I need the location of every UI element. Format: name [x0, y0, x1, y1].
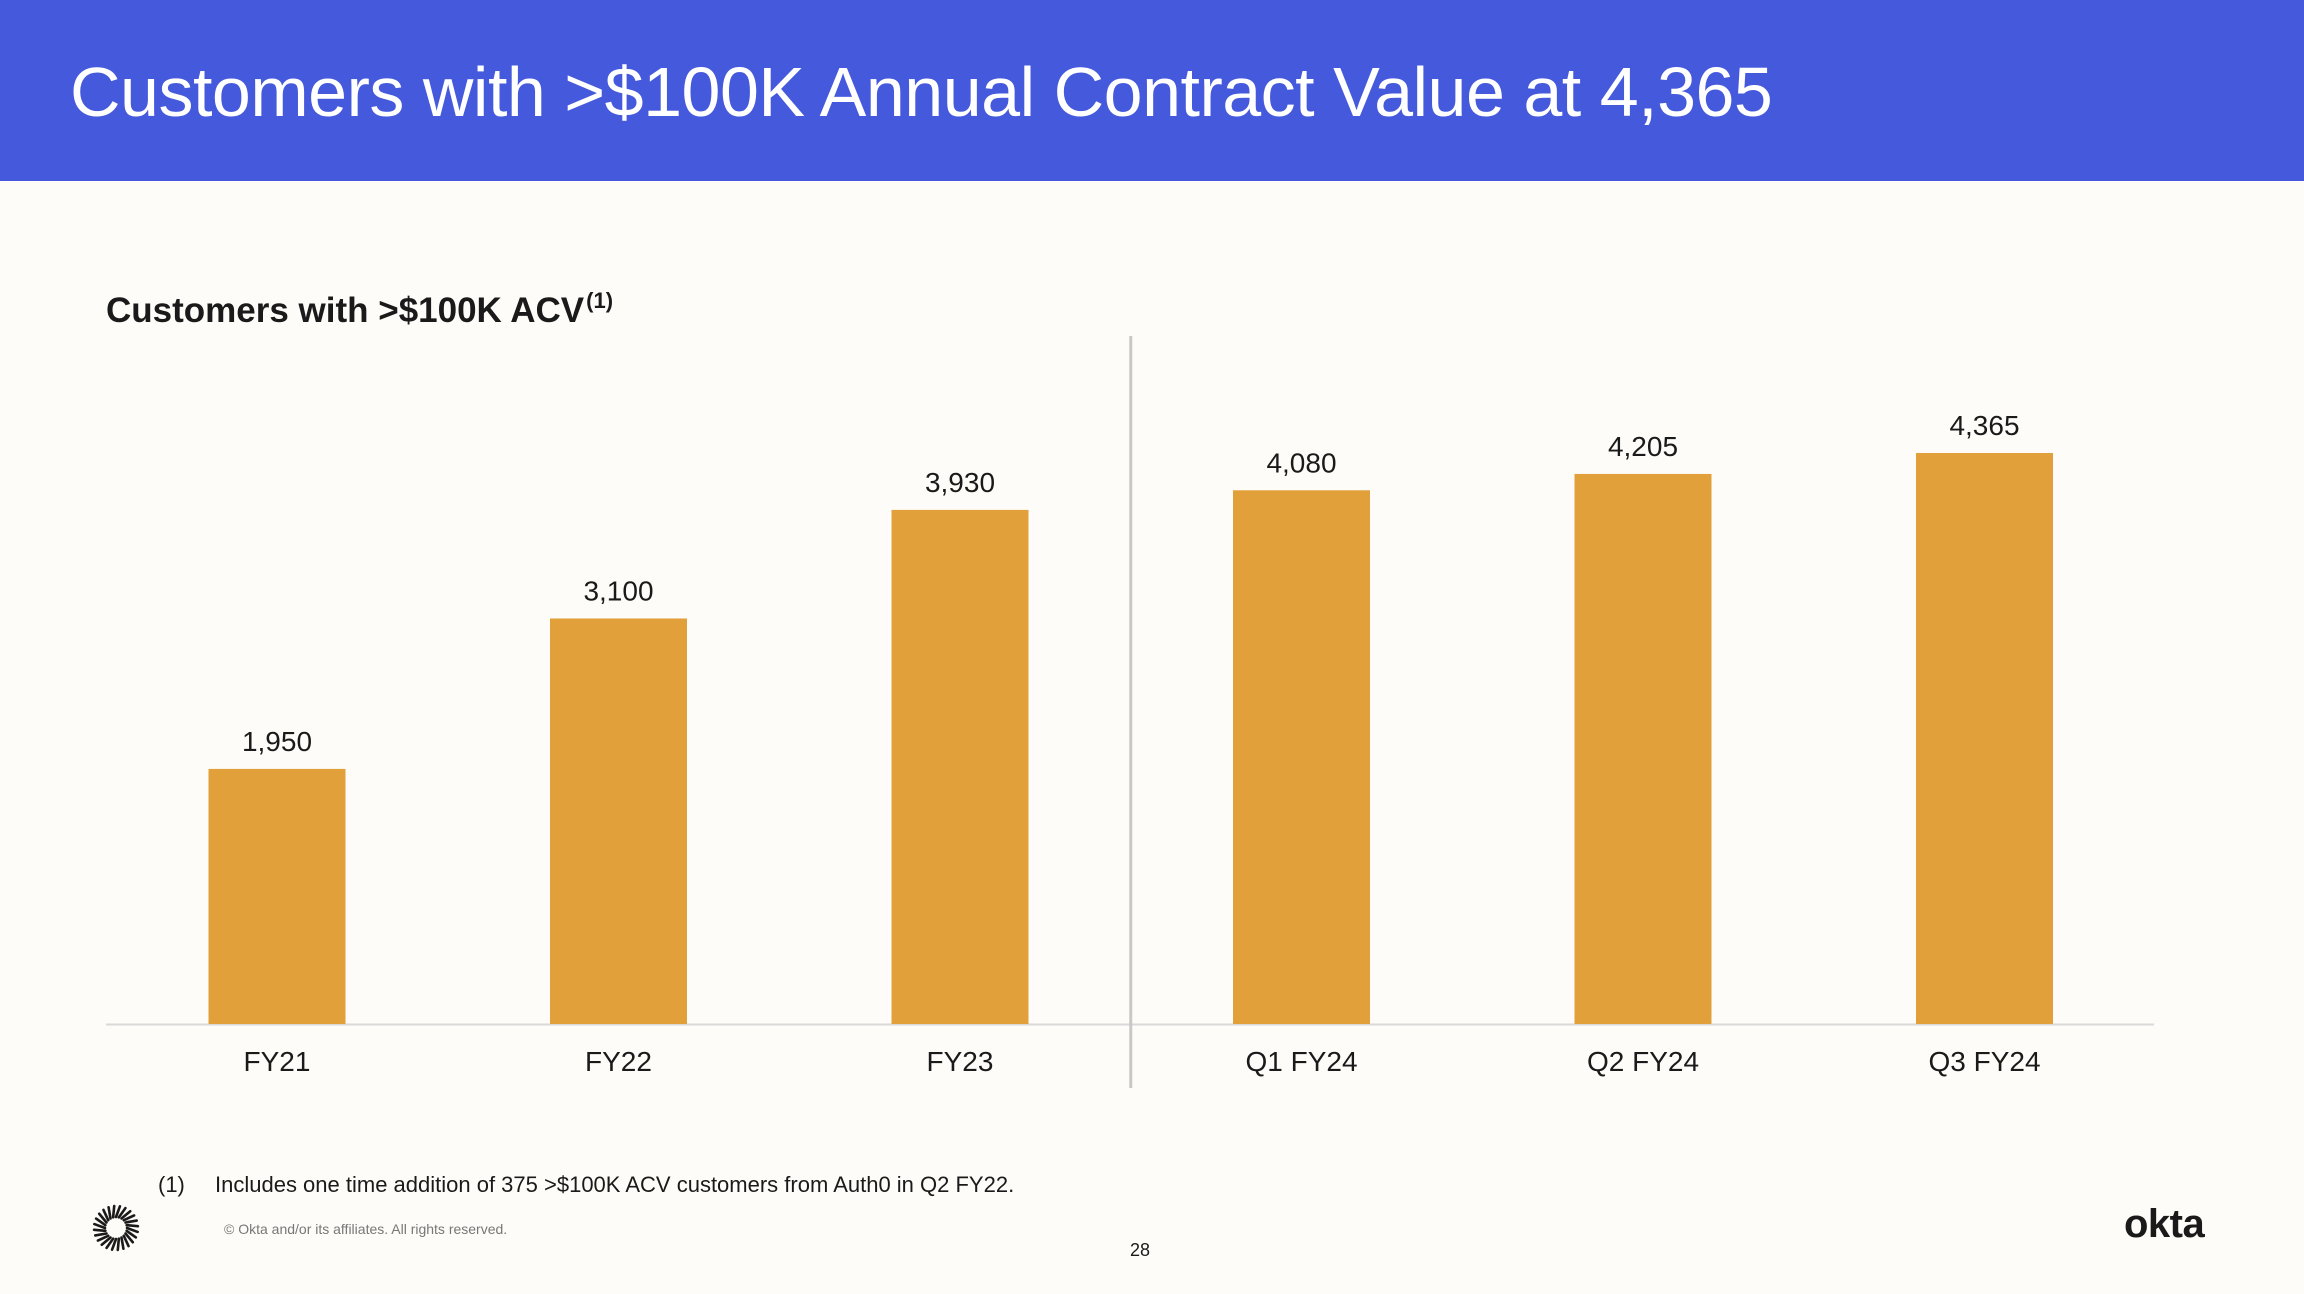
data-label: 4,365 — [1949, 410, 2019, 441]
burst-ray — [110, 1237, 118, 1251]
okta-logo: okta — [2124, 1202, 2205, 1246]
burst-ray — [120, 1209, 132, 1220]
burst-ray — [124, 1232, 135, 1244]
data-label: 4,080 — [1266, 447, 1336, 478]
burst-ray — [125, 1226, 139, 1234]
footnote-marker: (1) — [158, 1172, 185, 1197]
burst-ray — [102, 1208, 110, 1222]
burst-ray — [122, 1234, 130, 1248]
burst-ray — [107, 1205, 112, 1220]
data-label: 3,930 — [925, 467, 995, 498]
chart-title: Customers with >$100K ACV(1) — [106, 288, 613, 331]
burst-ray — [125, 1223, 140, 1228]
x-tick-label: FY23 — [927, 1046, 994, 1077]
burst-ray — [94, 1217, 107, 1227]
x-tick-label: FY22 — [585, 1046, 652, 1077]
burst-ray — [100, 1236, 112, 1247]
burst-ray — [92, 1228, 107, 1233]
bar — [1574, 473, 1712, 1024]
footnote: (1) Includes one time addition of 375 >$1… — [158, 1172, 1014, 1198]
burst-ray — [111, 1204, 116, 1219]
burst-ray — [117, 1206, 127, 1219]
page-title: Customers with >$100K Annual Contract Va… — [70, 53, 1773, 131]
burst-ray — [124, 1219, 139, 1224]
burst-ray — [105, 1237, 115, 1250]
burst-ray — [114, 1205, 122, 1219]
footnote-text: Includes one time addition of 375 >$100K… — [215, 1172, 1015, 1197]
burst-ray — [96, 1234, 110, 1242]
x-tick-label: Q2 FY24 — [1587, 1046, 1699, 1077]
burst-ray — [116, 1237, 121, 1252]
chart-title-footnote-ref: (1) — [586, 288, 614, 313]
data-label: 4,205 — [1608, 431, 1678, 462]
page-number: 28 — [1130, 1240, 1151, 1260]
title-banner: Customers with >$100K Annual Contract Va… — [0, 0, 2304, 181]
data-label: 1,950 — [242, 726, 312, 757]
x-tick-label: Q1 FY24 — [1245, 1046, 1357, 1077]
bar — [550, 618, 687, 1024]
data-label: 3,100 — [583, 575, 653, 606]
bar — [891, 509, 1029, 1024]
x-tick-label: FY21 — [244, 1046, 311, 1077]
burst-ray — [122, 1214, 136, 1222]
chart-title-text: Customers with >$100K ACV — [106, 291, 585, 330]
bar — [208, 768, 346, 1024]
bar — [1233, 490, 1370, 1024]
x-tick-label: Q3 FY24 — [1928, 1046, 2040, 1077]
burst-ray — [125, 1229, 138, 1239]
burst-ray — [93, 1232, 108, 1237]
okta-burst-icon — [92, 1204, 140, 1252]
burst-ray — [97, 1212, 108, 1224]
copyright-notice: © Okta and/or its affiliates. All rights… — [224, 1221, 508, 1237]
burst-ray — [93, 1222, 107, 1230]
burst-ray — [120, 1236, 125, 1251]
bar — [1916, 453, 2053, 1024]
